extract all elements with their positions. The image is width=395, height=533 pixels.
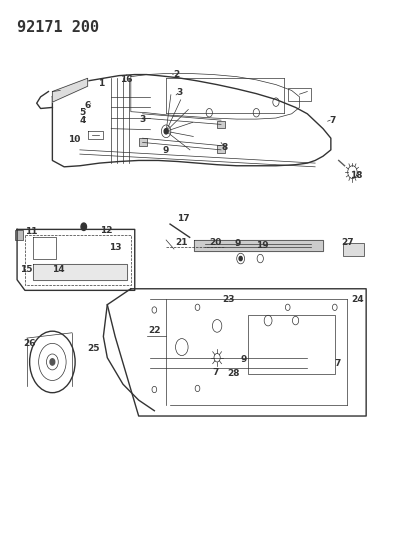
Circle shape (239, 256, 242, 261)
Polygon shape (194, 240, 323, 251)
Text: 26: 26 (23, 339, 36, 348)
Text: 12: 12 (100, 227, 113, 236)
Text: 7: 7 (330, 116, 336, 125)
Text: 6: 6 (85, 101, 91, 110)
Text: 7: 7 (335, 359, 341, 367)
Text: 21: 21 (175, 238, 188, 247)
Text: 9: 9 (241, 355, 247, 364)
Text: 27: 27 (341, 238, 354, 247)
Text: 24: 24 (351, 295, 364, 304)
Text: 9: 9 (163, 147, 169, 156)
Bar (217, 120, 225, 128)
Bar (15, 230, 23, 240)
Text: 17: 17 (177, 214, 190, 223)
Text: 2: 2 (173, 70, 179, 79)
Text: 20: 20 (209, 238, 221, 247)
Text: 92171 200: 92171 200 (17, 20, 99, 35)
Text: 14: 14 (52, 265, 64, 274)
Text: 10: 10 (68, 135, 80, 144)
Polygon shape (53, 78, 88, 102)
Text: 8: 8 (221, 143, 227, 152)
Text: 3: 3 (177, 88, 183, 97)
Text: 19: 19 (256, 241, 269, 250)
Bar (139, 138, 147, 146)
Circle shape (81, 223, 87, 230)
Text: 13: 13 (109, 243, 121, 252)
Text: 1: 1 (98, 79, 105, 88)
Text: 25: 25 (87, 344, 100, 353)
Bar (217, 145, 225, 152)
Text: 28: 28 (228, 369, 240, 378)
Text: 16: 16 (120, 75, 132, 84)
Text: 4: 4 (79, 116, 86, 125)
Text: 7: 7 (212, 368, 218, 377)
Circle shape (164, 128, 168, 134)
Circle shape (50, 359, 55, 365)
Text: 22: 22 (148, 326, 161, 335)
Text: 18: 18 (350, 171, 363, 180)
Bar (342, 243, 364, 256)
Bar (288, 88, 311, 101)
Text: 5: 5 (79, 108, 86, 117)
Text: 23: 23 (222, 295, 234, 304)
Text: 15: 15 (20, 265, 32, 273)
Bar (248, 316, 335, 374)
Text: 9: 9 (234, 239, 241, 248)
Text: 3: 3 (139, 115, 146, 124)
Text: 11: 11 (24, 227, 37, 236)
Polygon shape (33, 264, 127, 280)
